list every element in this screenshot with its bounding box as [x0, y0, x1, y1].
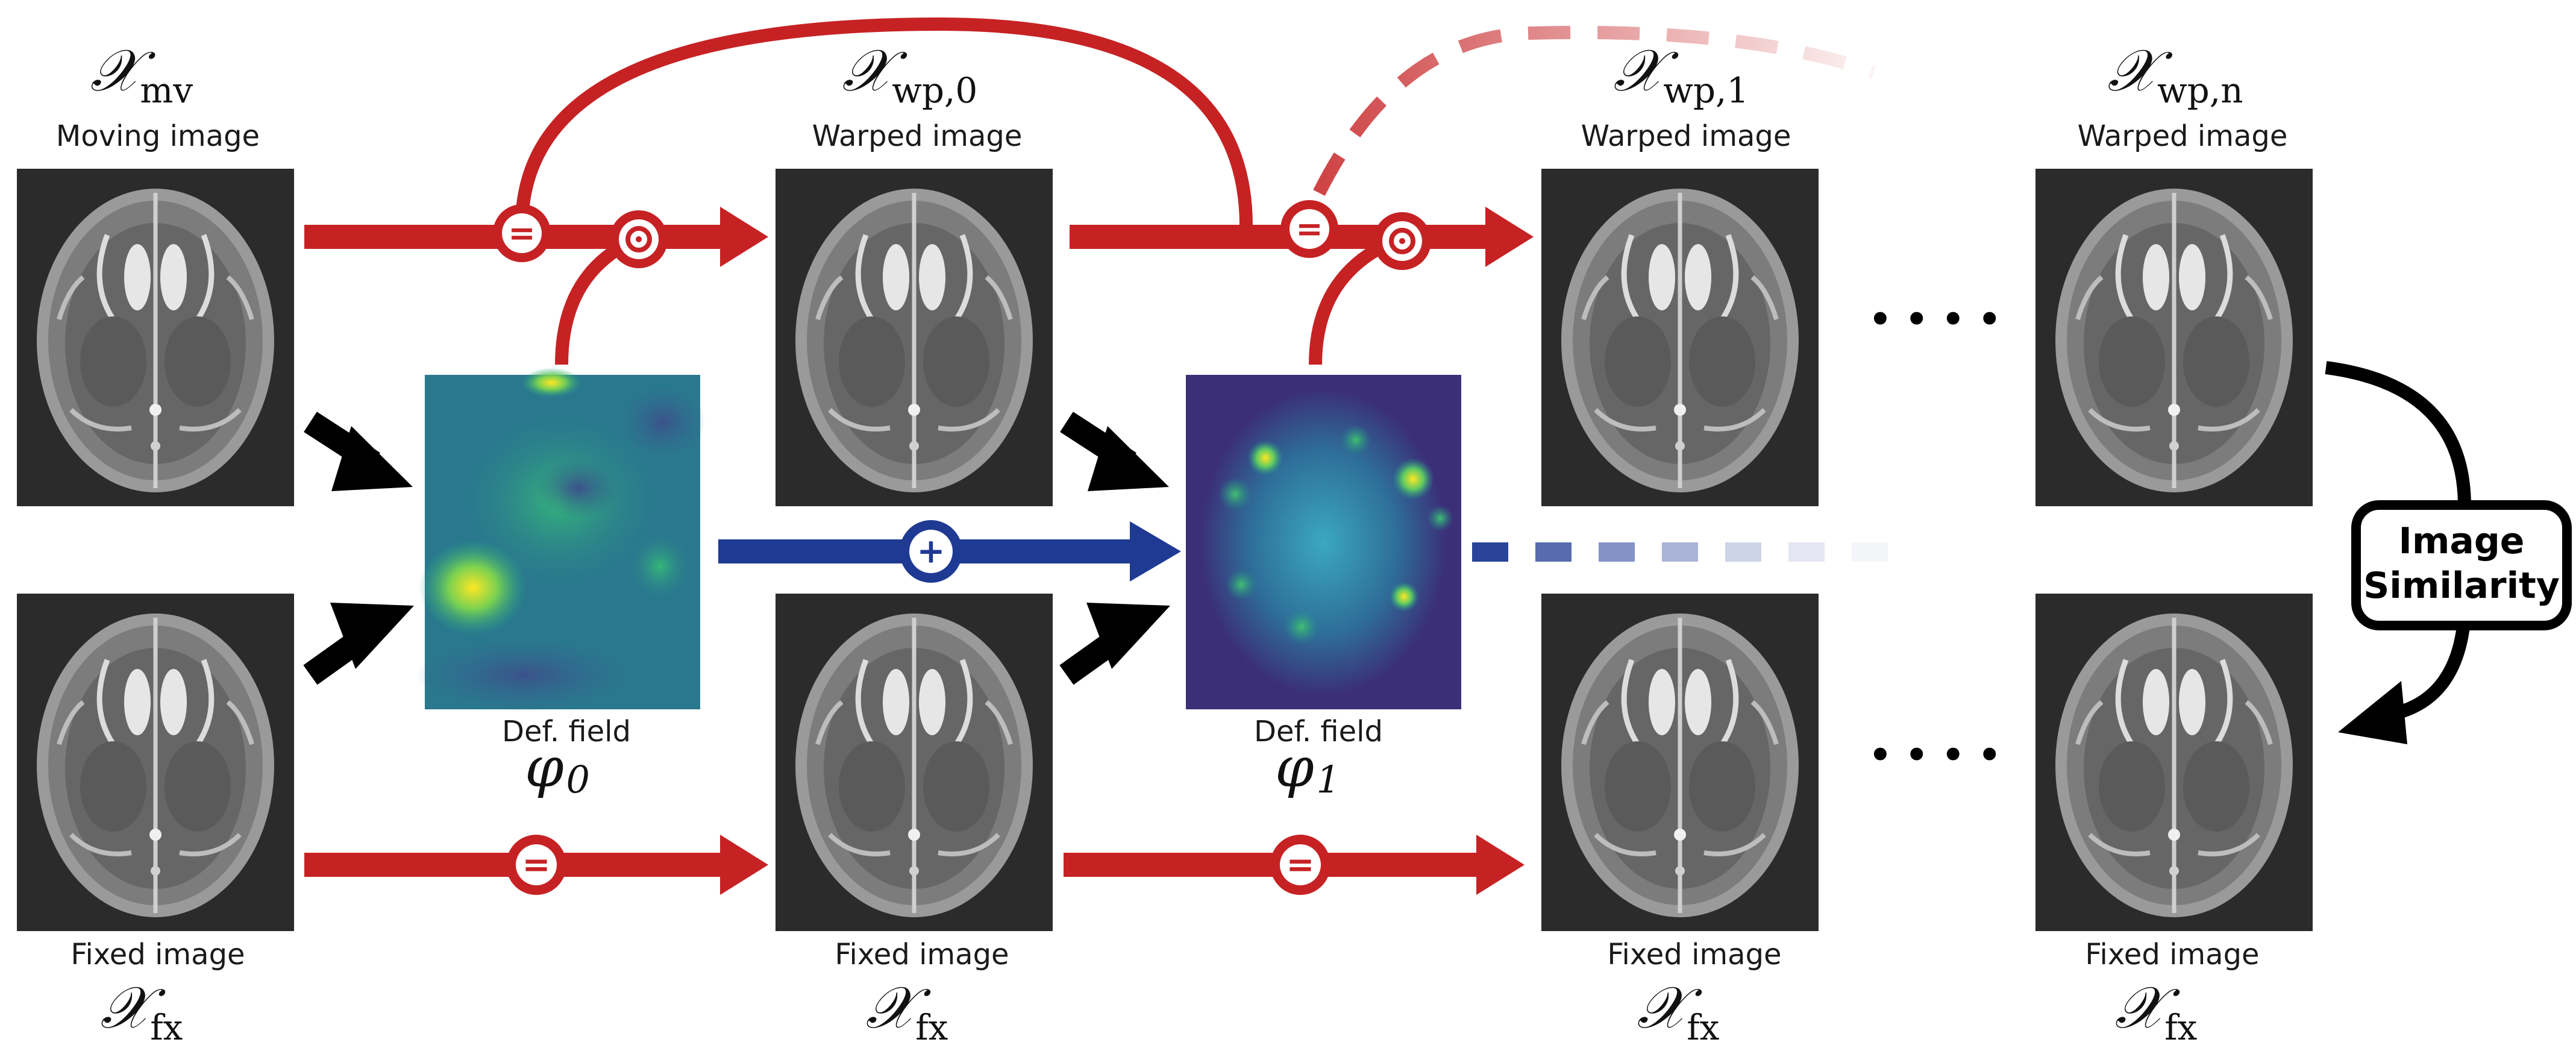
label-warped-image-0: Warped image: [812, 119, 1023, 153]
compose-arrow-faded-dashes: [1472, 542, 1888, 562]
brain-mri-icon: [2035, 594, 2313, 931]
symbol-x-fx-0: 𝒳fx: [101, 974, 183, 1045]
brain-mri-icon: [1541, 169, 1819, 506]
svg-text:+: +: [917, 532, 945, 571]
image-similarity-label-1: Image: [2399, 520, 2525, 562]
brain-mri-icon: [17, 169, 294, 506]
symbol-phi-1: φ1: [1275, 735, 1340, 802]
identity-operator-icon: =: [493, 204, 551, 262]
symbol-x-wp0: 𝒳wp,0: [842, 37, 978, 111]
similarity-arrow-head: [2338, 681, 2407, 744]
label-fixed-image-1: Fixed image: [835, 938, 1009, 971]
svg-text:𝒳wp,1: 𝒳wp,1: [1614, 37, 1749, 111]
symbol-x-fx-3: 𝒳fx: [2115, 974, 2198, 1045]
symbol-x-fx-1: 𝒳fx: [866, 974, 948, 1045]
svg-text:=: =: [1286, 846, 1315, 885]
ellipsis-bottom: ••••: [1867, 730, 2013, 780]
svg-text:𝒳wp,0: 𝒳wp,0: [842, 37, 978, 111]
brain-mri-icon: [776, 594, 1053, 931]
bottom-arrow-1-head: [1476, 835, 1525, 895]
svg-text:𝒳fx: 𝒳fx: [101, 974, 183, 1045]
label-warped-image-1: Warped image: [1581, 119, 1791, 153]
svg-text:𝒳fx: 𝒳fx: [2115, 974, 2198, 1045]
deformation-field-heatmap-icon: [1186, 375, 1461, 709]
label-fixed-image-2: Fixed image: [1607, 938, 1781, 971]
image-similarity-box: [2351, 500, 2572, 630]
add-operator-icon: +: [900, 520, 962, 583]
svg-text:𝒳fx: 𝒳fx: [1637, 974, 1720, 1045]
identity-operator-icon: =: [1270, 835, 1330, 895]
symbol-x-wp1: 𝒳wp,1: [1614, 37, 1749, 111]
skip-arc-0: [515, 17, 1253, 227]
top-arrow-0-head: [720, 207, 768, 267]
label-fixed-image-3: Fixed image: [2085, 938, 2259, 971]
label-def-field-1: Def. field: [1254, 715, 1383, 748]
bottom-arrow-0-head: [720, 835, 768, 895]
top-arrow-1-head: [1485, 207, 1534, 267]
identity-operator-icon: =: [506, 835, 566, 895]
brain-mri-icon: [17, 594, 294, 931]
svg-text:φ0: φ0: [525, 735, 590, 802]
symbol-x-fx-2: 𝒳fx: [1637, 974, 1720, 1045]
deformation-field-heatmap-icon: [416, 368, 705, 711]
symbol-x-wpn: 𝒳wp,n: [2107, 37, 2243, 111]
svg-text:𝒳fx: 𝒳fx: [866, 974, 948, 1045]
svg-text:=: =: [1296, 210, 1323, 248]
input-arrows-1: [1059, 412, 1170, 685]
svg-text:=: =: [522, 846, 551, 885]
svg-text:φ1: φ1: [1275, 735, 1340, 802]
compose-operator-icon: [1373, 212, 1431, 270]
svg-text:𝒳mv: 𝒳mv: [90, 37, 193, 111]
brain-mri-icon: [1541, 594, 1819, 931]
label-def-field-0: Def. field: [502, 715, 631, 748]
compose-operator-icon: [610, 210, 668, 268]
similarity-arc-top: [2325, 361, 2471, 507]
identity-operator-icon: =: [1280, 200, 1338, 258]
input-arrows-0: [303, 412, 414, 685]
svg-text:𝒳wp,n: 𝒳wp,n: [2107, 37, 2243, 111]
label-fixed-image-0: Fixed image: [71, 938, 245, 971]
skip-arc-faded: [1313, 25, 1876, 196]
image-similarity-label-2: Similarity: [2363, 565, 2560, 607]
compose-arrow-head: [1130, 521, 1181, 582]
label-warped-image-n: Warped image: [2078, 119, 2288, 153]
symbol-x-mv: 𝒳mv: [90, 37, 193, 111]
similarity-arc-bottom: [2390, 614, 2471, 721]
ellipsis-top: ••••: [1867, 294, 2013, 345]
brain-mri-icon: [776, 169, 1053, 506]
symbol-phi-0: φ0: [525, 735, 590, 802]
label-moving-image: Moving image: [56, 119, 260, 153]
svg-text:=: =: [508, 215, 535, 253]
brain-mri-icon: [2035, 169, 2313, 506]
